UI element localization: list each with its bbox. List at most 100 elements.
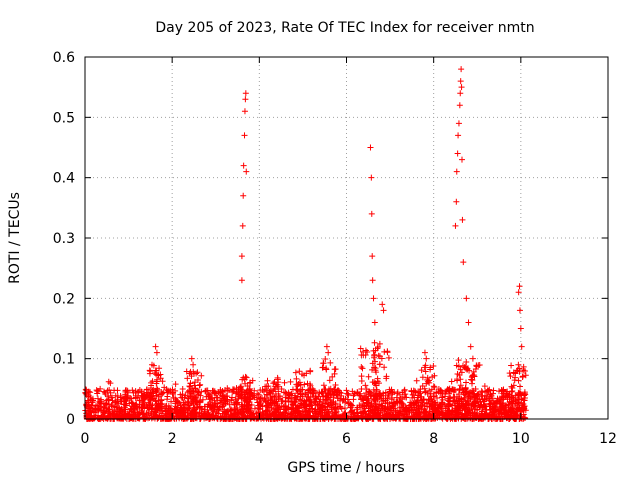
data-point: [211, 390, 218, 397]
data-point: [434, 395, 441, 402]
data-point: [147, 397, 154, 404]
data-point: [484, 387, 491, 394]
data-point: [337, 397, 344, 404]
data-point: [366, 412, 373, 419]
data-point: [178, 415, 185, 422]
data-point: [247, 393, 254, 400]
data-point: [316, 408, 323, 415]
data-point: [454, 407, 461, 414]
data-point: [464, 365, 471, 372]
data-point: [312, 398, 319, 405]
data-point: [190, 396, 197, 403]
data-point: [492, 406, 499, 413]
data-point: [307, 367, 314, 374]
data-point: [326, 377, 333, 384]
data-point: [170, 413, 177, 420]
data-point: [385, 403, 392, 410]
data-point: [99, 414, 106, 421]
data-point: [273, 409, 280, 416]
data-point: [516, 399, 523, 406]
data-point: [463, 295, 470, 302]
data-point: [148, 409, 155, 416]
data-point: [267, 389, 274, 396]
y-axis: 0 0.1 0.2 0.3 0.4 0.5 0.6: [53, 50, 608, 428]
data-point: [329, 373, 336, 380]
data-point: [240, 192, 247, 199]
data-point: [363, 386, 370, 393]
data-point: [465, 390, 472, 397]
data-point: [235, 410, 242, 417]
data-point: [398, 399, 405, 406]
data-point: [183, 368, 190, 375]
data-point: [439, 399, 446, 406]
data-point: [293, 396, 300, 403]
data-point: [293, 375, 300, 382]
data-point: [514, 367, 521, 374]
data-point: [207, 404, 214, 411]
data-point: [472, 385, 479, 392]
data-point: [262, 386, 269, 393]
data-point: [330, 394, 337, 401]
data-point: [467, 396, 474, 403]
data-point: [322, 356, 329, 363]
data-point: [370, 295, 377, 302]
data-point: [332, 381, 339, 388]
data-point: [205, 393, 212, 400]
data-point: [241, 132, 248, 139]
data-point: [427, 393, 434, 400]
data-point: [191, 379, 198, 386]
data-point: [520, 363, 527, 370]
x-tick-label: 12: [599, 431, 617, 447]
data-point: [332, 388, 339, 395]
data-point: [276, 414, 283, 421]
data-point: [359, 365, 366, 372]
data-point: [344, 390, 351, 397]
data-point: [381, 405, 388, 412]
data-point: [421, 403, 428, 410]
data-point: [245, 402, 252, 409]
data-point: [322, 400, 329, 407]
data-point: [239, 222, 246, 229]
data-point: [323, 393, 330, 400]
data-point: [139, 399, 146, 406]
data-point: [210, 412, 217, 419]
data-point: [210, 403, 217, 410]
data-point: [358, 351, 365, 358]
data-point: [324, 409, 331, 416]
data-point: [243, 397, 250, 404]
data-point: [469, 355, 476, 362]
data-point: [104, 387, 111, 394]
data-point: [317, 396, 324, 403]
data-point: [126, 400, 133, 407]
data-point: [427, 364, 434, 371]
data-point: [382, 395, 389, 402]
data-point: [304, 380, 311, 387]
data-point: [238, 277, 245, 284]
data-point: [422, 388, 429, 395]
data-point: [140, 410, 147, 417]
data-point: [287, 378, 294, 385]
data-point: [152, 343, 159, 350]
data-point: [439, 409, 446, 416]
data-point: [462, 402, 469, 409]
data-point: [455, 120, 462, 127]
data-point: [508, 393, 515, 400]
data-point: [490, 387, 497, 394]
data-point: [302, 390, 309, 397]
data-point: [453, 362, 460, 369]
data-point: [283, 415, 290, 422]
data-point: [430, 363, 437, 370]
data-point: [224, 396, 231, 403]
data-point: [194, 369, 201, 376]
data-point: [92, 405, 99, 412]
data-point: [163, 407, 170, 414]
data-point: [456, 102, 463, 109]
data-point: [328, 399, 335, 406]
data-point: [500, 386, 507, 393]
data-point: [187, 411, 194, 418]
x-tick-label: 4: [255, 431, 264, 447]
data-point: [394, 390, 401, 397]
data-point: [516, 307, 523, 314]
data-point: [433, 410, 440, 417]
data-point: [313, 414, 319, 421]
